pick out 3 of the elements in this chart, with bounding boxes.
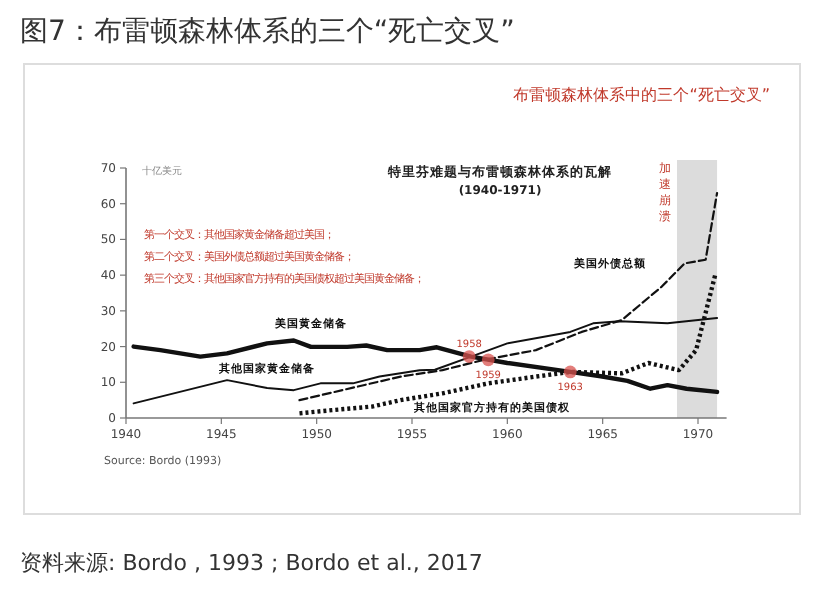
chart-subtitle: 布雷顿森林体系中的三个“死亡交叉” bbox=[513, 86, 770, 104]
chart-title: 图7：布雷顿森林体系的三个“死亡交叉” bbox=[20, 16, 515, 48]
text: 资料来源: Bordo , 1993 ; Bordo et al., 2017 bbox=[20, 550, 483, 576]
